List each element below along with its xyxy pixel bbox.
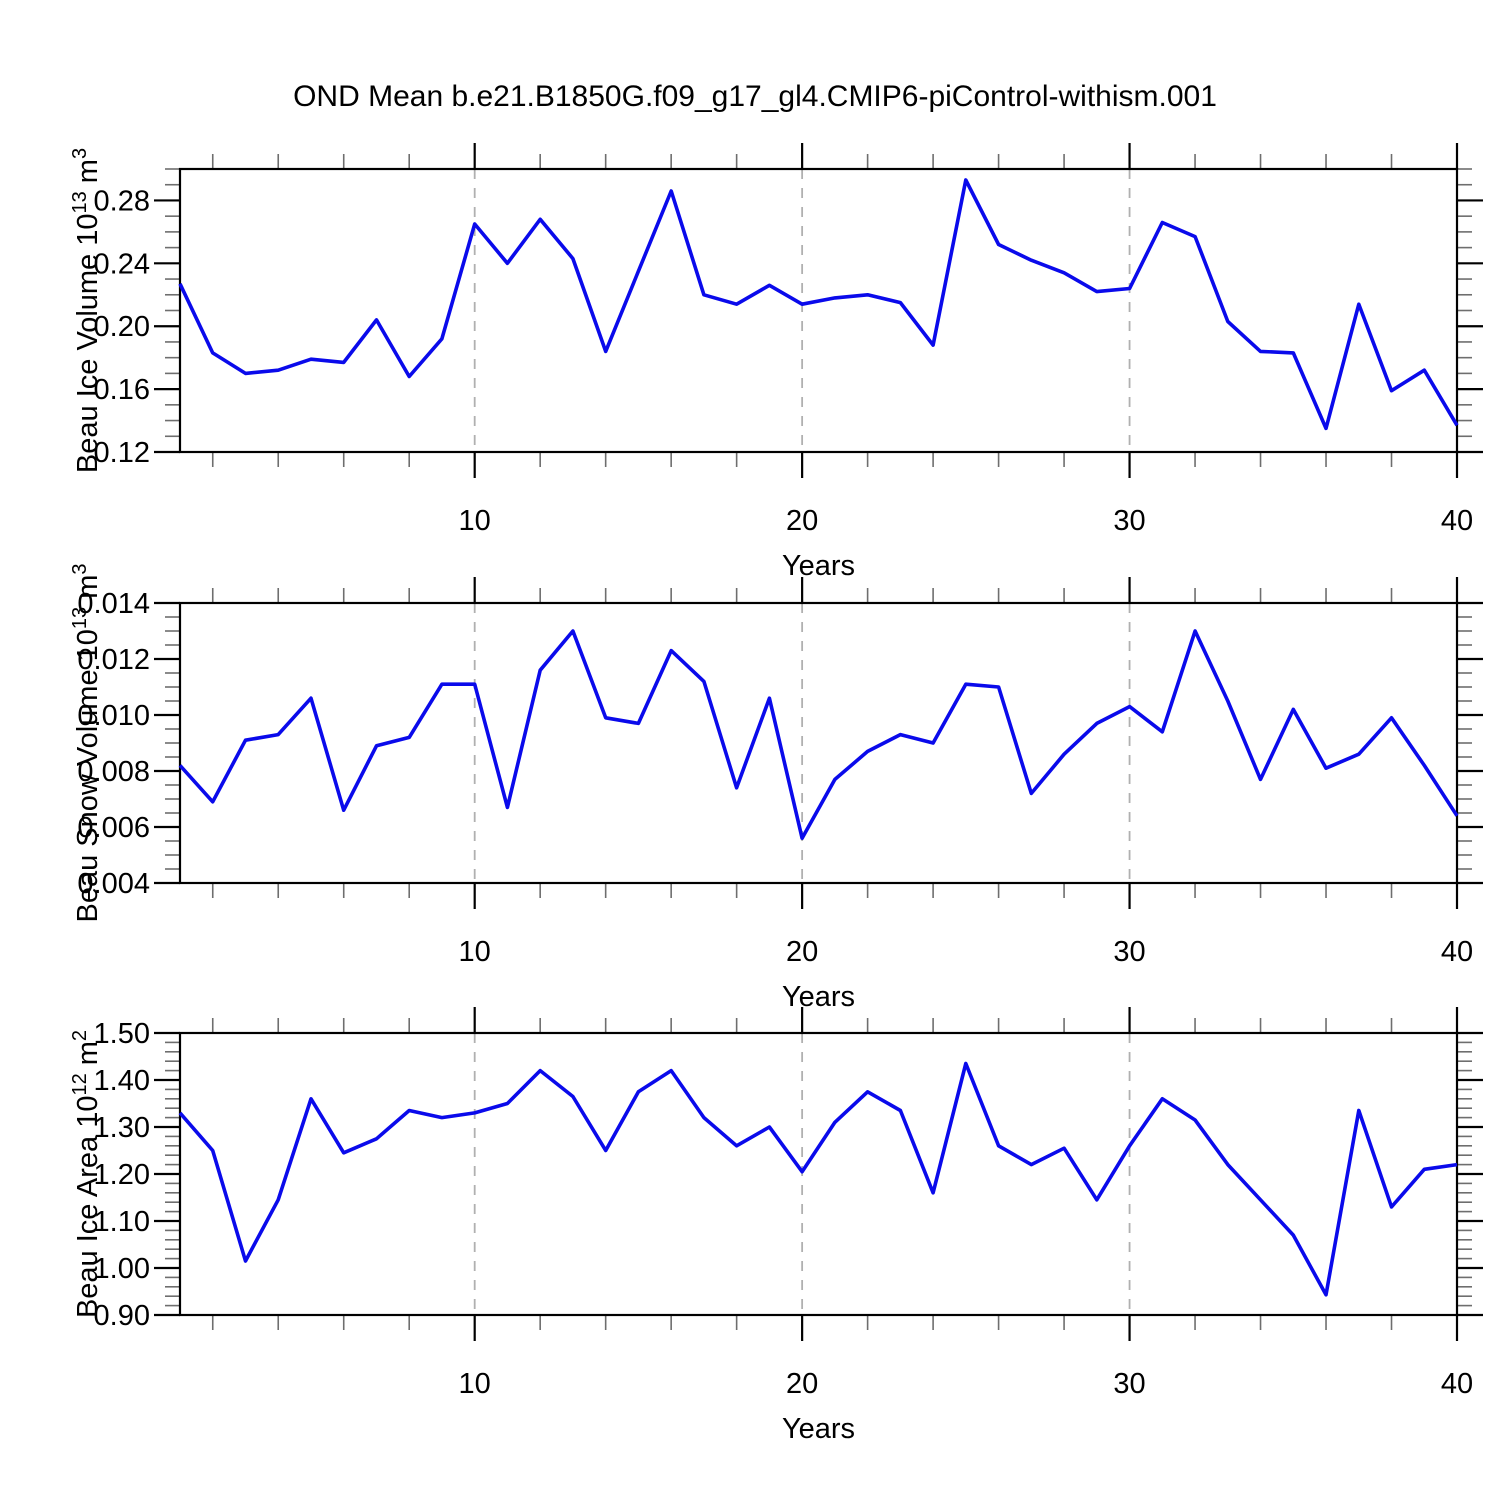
y-tick-label: 0.006 xyxy=(77,812,150,844)
x-tick-label: 40 xyxy=(1441,505,1473,537)
y-tick-label: 1.50 xyxy=(94,1018,150,1050)
y-tick-label: 1.00 xyxy=(94,1253,150,1285)
y-tick-label: 0.90 xyxy=(94,1300,150,1332)
y-tick-label: 0.20 xyxy=(94,311,150,343)
x-tick-label: 10 xyxy=(459,936,491,968)
panels-group: 0.28 0.24 0.20 0.16 0.12 10 20 30 40 Years Beau Ic… xyxy=(69,143,1483,1445)
panel-ice-volume: 0.28 0.24 0.20 0.16 0.12 10 20 30 40 Years Beau Ic… xyxy=(69,143,1483,582)
y-major-ticks: 0.28 0.24 0.20 0.16 0.12 xyxy=(94,185,1483,469)
snow-volume-line xyxy=(178,629,1459,841)
y-tick-label: 1.30 xyxy=(94,1112,150,1144)
x-axis-title: Years xyxy=(782,1413,855,1445)
gridlines xyxy=(473,1033,1131,1315)
x-tick-label: 10 xyxy=(459,1368,491,1400)
panel-snow-volume: 0.014 0.012 0.010 0.008 0.006 0.004 10 20 30 40 Ye… xyxy=(69,563,1483,1013)
x-tick-label: 40 xyxy=(1441,1368,1473,1400)
figure-title: OND Mean b.e21.B1850G.f09_g17_gl4.CMIP6-… xyxy=(293,80,1217,113)
y-axis-title: Beau Snow Volume 1013 m3 xyxy=(69,563,104,922)
y-tick-label: 1.40 xyxy=(94,1065,150,1097)
x-tick-label: 30 xyxy=(1113,1368,1145,1400)
x-axis-title: Years xyxy=(782,550,855,582)
y-tick-label: 0.004 xyxy=(77,868,150,900)
x-minor-ticks xyxy=(211,154,1393,467)
x-tick-label: 30 xyxy=(1113,505,1145,537)
y-tick-label: 0.008 xyxy=(77,756,150,788)
y-axis-title: Beau Ice Area 1012 m2 xyxy=(69,1030,104,1318)
gridlines xyxy=(473,169,1131,452)
x-tick-label: 40 xyxy=(1441,936,1473,968)
plot-frame xyxy=(178,601,1459,885)
y-tick-label: 0.010 xyxy=(77,700,150,732)
plot-frame xyxy=(178,1031,1459,1317)
y-tick-label: 0.014 xyxy=(77,588,150,620)
ice-volume-line xyxy=(178,178,1459,431)
x-minor-ticks xyxy=(211,588,1393,898)
x-minor-ticks xyxy=(211,1018,1393,1330)
y-tick-label: 1.10 xyxy=(94,1206,150,1238)
gridlines xyxy=(473,603,1131,883)
x-major-ticks: 10 20 30 40 xyxy=(459,577,1473,968)
y-tick-label: 0.28 xyxy=(94,185,150,217)
y-tick-label: 0.16 xyxy=(94,374,150,406)
x-tick-label: 20 xyxy=(786,1368,818,1400)
x-tick-label: 20 xyxy=(786,505,818,537)
x-major-ticks: 10 20 30 40 xyxy=(459,143,1473,537)
panel-ice-area: 1.50 1.40 1.30 1.20 1.10 1.00 0.90 10 20 30 40 Year… xyxy=(69,1007,1483,1445)
y-tick-label: 0.012 xyxy=(77,644,150,676)
y-minor-ticks xyxy=(165,1041,1472,1307)
x-tick-label: 20 xyxy=(786,936,818,968)
y-axis-title: Beau Ice Volume 1013 m3 xyxy=(69,148,104,473)
plot-frame xyxy=(178,167,1459,454)
x-major-ticks: 10 20 30 40 xyxy=(459,1007,1473,1400)
x-tick-label: 10 xyxy=(459,505,491,537)
y-major-ticks: 1.50 1.40 1.30 1.20 1.10 1.00 0.90 xyxy=(94,1018,1483,1332)
x-axis-title: Years xyxy=(782,981,855,1013)
y-minor-ticks xyxy=(165,168,1472,438)
y-tick-label: 1.20 xyxy=(94,1159,150,1191)
y-major-ticks: 0.014 0.012 0.010 0.008 0.006 0.004 xyxy=(77,588,1483,900)
y-minor-ticks xyxy=(165,616,1472,870)
y-tick-label: 0.12 xyxy=(94,437,150,469)
y-tick-label: 0.24 xyxy=(94,248,150,280)
ice-area-line xyxy=(178,1061,1458,1297)
x-tick-label: 30 xyxy=(1113,936,1145,968)
